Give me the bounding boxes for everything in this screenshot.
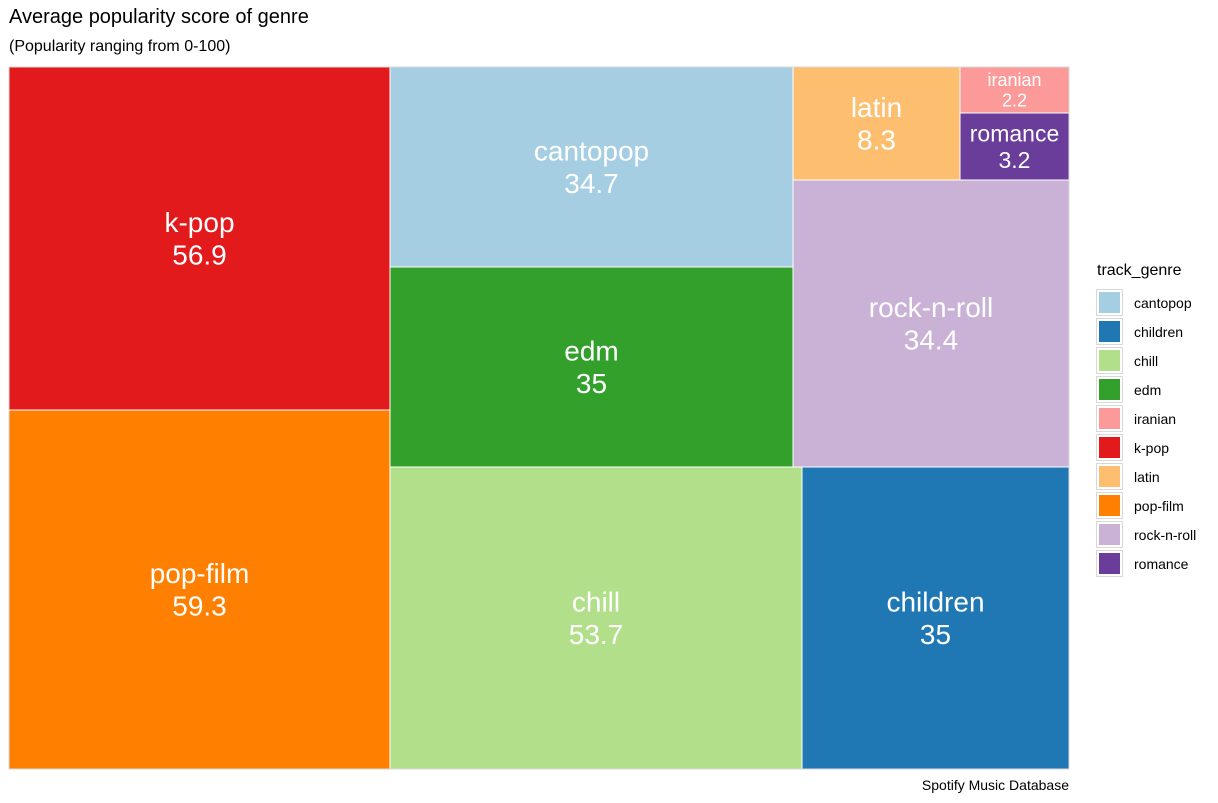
- legend-swatch-romance: [1096, 550, 1123, 577]
- legend-swatch-chill: [1096, 347, 1123, 374]
- tile-rect-rock-n-roll: [792, 179, 1070, 468]
- legend-item-cantopop: cantopop: [1096, 288, 1196, 317]
- chart-caption: Spotify Music Database: [921, 777, 1069, 793]
- legend-swatch-cantopop: [1096, 289, 1123, 316]
- legend-swatch-children: [1096, 318, 1123, 345]
- legend-label-rock-n-roll: rock-n-roll: [1134, 526, 1197, 543]
- legend-item-latin: latin: [1096, 462, 1196, 491]
- tile-value-latin: 8.3: [857, 124, 896, 155]
- tile-rect-pop-film: [8, 409, 391, 770]
- chart-subtitle: (Popularity ranging from 0-100): [9, 38, 231, 55]
- tile-value-romance: 3.2: [999, 147, 1031, 173]
- legend-label-cantopop: cantopop: [1134, 294, 1192, 311]
- tile-rect-chill: [389, 466, 803, 770]
- tile-value-children: 35: [920, 619, 951, 650]
- legend-item-pop-film: pop-film: [1096, 491, 1196, 520]
- tile-label-chill: chill: [572, 587, 620, 618]
- tile-rect-cantopop: [389, 66, 794, 268]
- legend-items: cantopop children chill edm iranian k-pop lati…: [1096, 288, 1197, 578]
- legend-label-pop-film: pop-film: [1134, 497, 1184, 514]
- legend: track_genre cantopop children chill edm iran…: [1096, 262, 1197, 578]
- legend-swatch-iranian: [1096, 405, 1123, 432]
- legend-label-edm: edm: [1134, 381, 1162, 398]
- legend-label-iranian: iranian: [1134, 410, 1177, 427]
- tile-value-cantopop: 34.7: [564, 168, 619, 199]
- tile-label-iranian: iranian: [987, 70, 1041, 90]
- legend-item-k-pop: k-pop: [1096, 433, 1196, 462]
- treemap-border: [8, 66, 1070, 770]
- legend-item-rock-n-roll: rock-n-roll: [1096, 520, 1197, 549]
- legend-label-k-pop: k-pop: [1134, 439, 1170, 456]
- legend-swatch-k-pop: [1096, 434, 1123, 461]
- legend-item-iranian: iranian: [1096, 404, 1196, 433]
- tile-value-pop-film: 59.3: [172, 590, 227, 621]
- legend-title: track_genre: [1097, 262, 1182, 279]
- legend-label-latin: latin: [1134, 468, 1160, 485]
- legend-item-edm: edm: [1096, 375, 1196, 404]
- tile-rect-romance: [959, 112, 1070, 181]
- tile-value-k-pop: 56.9: [172, 239, 227, 270]
- legend-label-romance: romance: [1134, 555, 1189, 572]
- legend-swatch-edm: [1096, 376, 1123, 403]
- tile-rect-edm: [389, 266, 794, 468]
- tile-label-children: children: [886, 587, 984, 618]
- legend-label-chill: chill: [1134, 352, 1159, 369]
- tile-label-romance: romance: [970, 120, 1059, 146]
- tile-label-pop-film: pop-film: [150, 558, 250, 589]
- legend-item-children: children: [1096, 317, 1196, 346]
- tile-value-iranian: 2.2: [1002, 91, 1027, 111]
- tile-rect-latin: [792, 66, 961, 181]
- legend-label-children: children: [1134, 323, 1184, 340]
- tile-rect-children: [801, 466, 1070, 770]
- legend-swatch-rock-n-roll: [1096, 521, 1123, 548]
- tile-label-rock-n-roll: rock-n-roll: [869, 292, 993, 323]
- tile-value-rock-n-roll: 34.4: [904, 324, 959, 355]
- legend-item-chill: chill: [1096, 346, 1196, 375]
- tile-value-edm: 35: [576, 368, 607, 399]
- tile-value-chill: 53.7: [569, 619, 624, 650]
- tile-label-edm: edm: [564, 336, 618, 367]
- legend-swatch-latin: [1096, 463, 1123, 490]
- tile-label-k-pop: k-pop: [164, 207, 234, 238]
- tile-label-cantopop: cantopop: [534, 136, 649, 167]
- legend-swatch-pop-film: [1096, 492, 1123, 519]
- tile-label-latin: latin: [851, 92, 902, 123]
- legend-item-romance: romance: [1096, 549, 1196, 578]
- chart-title: Average popularity score of genre: [9, 6, 309, 28]
